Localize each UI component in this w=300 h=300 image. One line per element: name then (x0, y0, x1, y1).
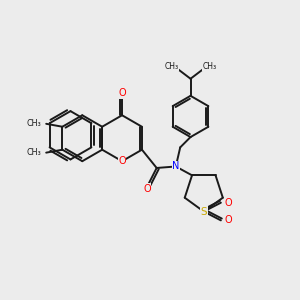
Text: N: N (172, 161, 179, 172)
Text: O: O (224, 215, 232, 225)
Text: O: O (224, 198, 232, 208)
Text: O: O (118, 156, 126, 166)
Text: CH₃: CH₃ (202, 62, 217, 71)
Text: O: O (118, 88, 126, 98)
Text: CH₃: CH₃ (26, 119, 41, 128)
Text: O: O (143, 184, 151, 194)
Text: S: S (200, 206, 207, 217)
Text: CH₃: CH₃ (26, 148, 41, 157)
Text: CH₃: CH₃ (164, 62, 178, 71)
